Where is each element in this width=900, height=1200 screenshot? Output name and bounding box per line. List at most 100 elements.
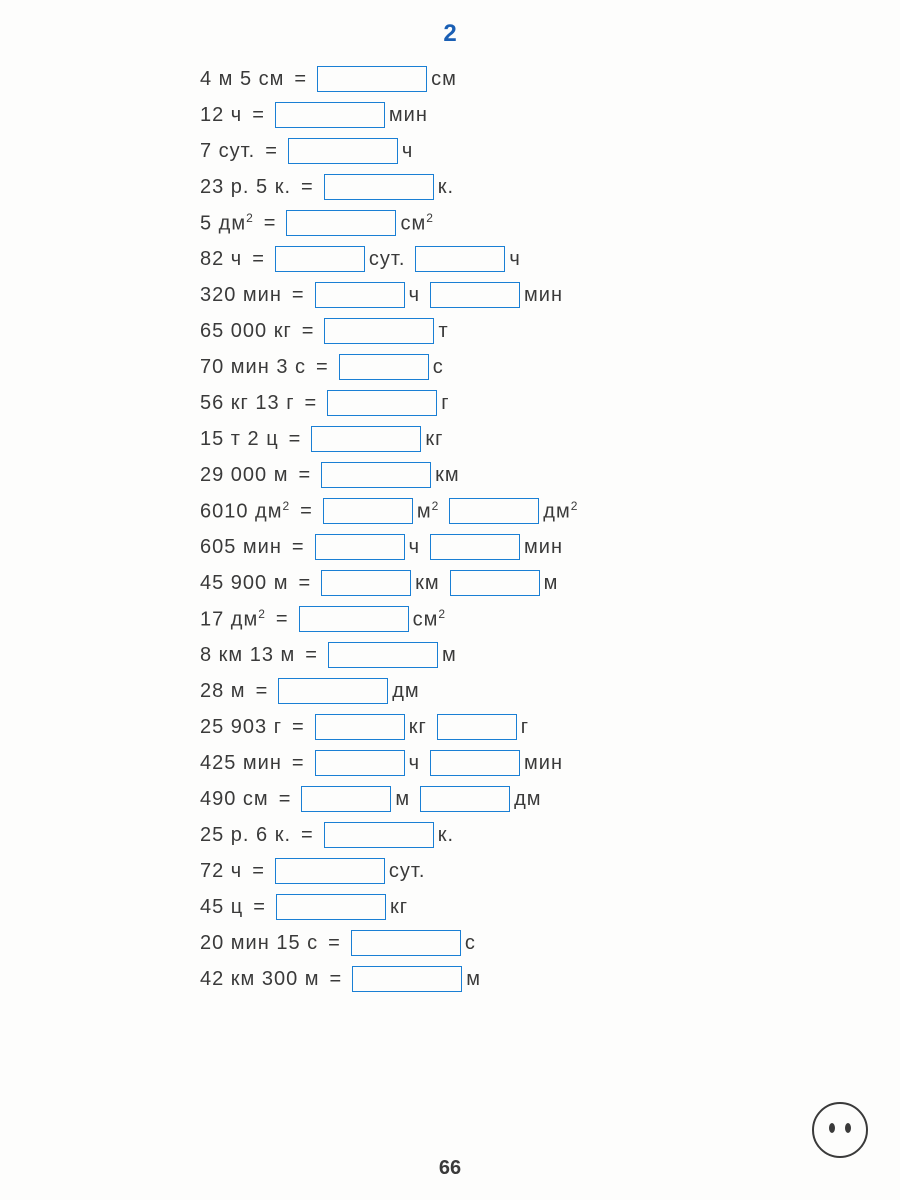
answer-box[interactable]	[299, 606, 409, 632]
unit-text: г	[521, 716, 529, 739]
unit-text: сут.	[369, 248, 406, 271]
answer-box[interactable]	[315, 714, 405, 740]
exercise-number: 2	[40, 20, 860, 48]
answer-box[interactable]	[324, 822, 434, 848]
answer-box[interactable]	[430, 534, 520, 560]
unit-text: ч	[409, 536, 420, 559]
answer-box[interactable]	[324, 318, 434, 344]
unit-text: 12 ч	[200, 104, 242, 127]
answer-box[interactable]	[430, 750, 520, 776]
equals-sign: =	[252, 860, 265, 883]
equals-sign: =	[276, 608, 289, 631]
answer-box[interactable]	[278, 678, 388, 704]
unit-text: кг	[390, 896, 408, 919]
equals-sign: =	[265, 140, 278, 163]
unit-text: 45 900 м	[200, 572, 288, 595]
unit-text: м	[466, 968, 481, 991]
exercise-row: 6010 дм2=м2дм2	[200, 498, 860, 524]
unit-text: м	[544, 572, 559, 595]
unit-text: т	[438, 320, 448, 343]
answer-box[interactable]	[328, 642, 438, 668]
exercise-row: 45 900 м=кмм	[200, 570, 860, 596]
equals-sign: =	[298, 464, 311, 487]
answer-box[interactable]	[301, 786, 391, 812]
equals-sign: =	[305, 644, 318, 667]
unit-text: мин	[524, 536, 563, 559]
answer-box[interactable]	[288, 138, 398, 164]
exercise-row: 320 мин=чмин	[200, 282, 860, 308]
answer-box[interactable]	[286, 210, 396, 236]
answer-box[interactable]	[275, 102, 385, 128]
answer-box[interactable]	[276, 894, 386, 920]
unit-text: 25 903 г	[200, 716, 282, 739]
equals-sign: =	[292, 752, 305, 775]
answer-box[interactable]	[415, 246, 505, 272]
answer-box[interactable]	[449, 498, 539, 524]
answer-box[interactable]	[321, 570, 411, 596]
answer-box[interactable]	[420, 786, 510, 812]
unit-text: 29 000 м	[200, 464, 288, 487]
unit-text: км	[415, 572, 440, 595]
exercise-row: 45 ц = кг	[200, 894, 860, 920]
answer-box[interactable]	[275, 858, 385, 884]
unit-text: м	[442, 644, 457, 667]
unit-text: ч	[409, 284, 420, 307]
answer-box[interactable]	[430, 282, 520, 308]
exercise-row: 82 ч=сут.ч	[200, 246, 860, 272]
unit-text: кг	[409, 716, 427, 739]
unit-text: 45 ц	[200, 896, 243, 919]
unit-text: 17 дм2	[200, 607, 266, 632]
equals-sign: =	[292, 716, 305, 739]
answer-box[interactable]	[323, 498, 413, 524]
answer-box[interactable]	[327, 390, 437, 416]
unit-text: 82 ч	[200, 248, 242, 271]
superscript: 2	[432, 499, 440, 513]
equals-sign: =	[256, 680, 269, 703]
unit-text: 5 дм2	[200, 211, 254, 236]
unit-text: ч	[509, 248, 520, 271]
unit-text: с	[465, 932, 476, 955]
unit-text: 15 т 2 ц	[200, 428, 279, 451]
answer-box[interactable]	[321, 462, 431, 488]
equals-sign: =	[330, 968, 343, 991]
exercise-row: 23 р. 5 к.=к.	[200, 174, 860, 200]
answer-box[interactable]	[315, 750, 405, 776]
unit-text: с	[433, 356, 444, 379]
unit-text: см2	[413, 607, 446, 632]
unit-text: м	[395, 788, 410, 811]
exercise-list: 4 м 5 см=см12 ч=мин7 сут.=ч23 р. 5 к.=к.…	[200, 66, 860, 992]
exercise-row: 65 000 кг=т	[200, 318, 860, 344]
superscript: 2	[282, 499, 290, 513]
answer-box[interactable]	[352, 966, 462, 992]
unit-text: 56 кг 13 г	[200, 392, 295, 415]
exercise-row: 490 см=мдм	[200, 786, 860, 812]
answer-box[interactable]	[317, 66, 427, 92]
unit-text: мин	[524, 284, 563, 307]
unit-text: г	[441, 392, 449, 415]
answer-box[interactable]	[311, 426, 421, 452]
unit-text: сут.	[389, 860, 426, 883]
answer-box[interactable]	[315, 534, 405, 560]
superscript: 2	[426, 211, 434, 225]
equals-sign: =	[253, 896, 266, 919]
unit-text: кг	[425, 428, 443, 451]
page-number: 66	[0, 1157, 900, 1180]
equals-sign: =	[292, 284, 305, 307]
exercise-row: 25 903 г = кг г	[200, 714, 860, 740]
exercise-row: 29 000 м=км	[200, 462, 860, 488]
exercise-row: 12 ч=мин	[200, 102, 860, 128]
answer-box[interactable]	[437, 714, 517, 740]
answer-box[interactable]	[315, 282, 405, 308]
unit-text: 65 000 кг	[200, 320, 292, 343]
answer-box[interactable]	[339, 354, 429, 380]
exercise-row: 15 т 2 ц=кг	[200, 426, 860, 452]
unit-text: 72 ч	[200, 860, 242, 883]
superscript: 2	[571, 499, 579, 513]
exercise-row: 7 сут.=ч	[200, 138, 860, 164]
answer-box[interactable]	[450, 570, 540, 596]
answer-box[interactable]	[275, 246, 365, 272]
answer-box[interactable]	[351, 930, 461, 956]
answer-box[interactable]	[324, 174, 434, 200]
exercise-row: 70 мин 3 с=с	[200, 354, 860, 380]
exercise-row: 25 р. 6 к.=к.	[200, 822, 860, 848]
